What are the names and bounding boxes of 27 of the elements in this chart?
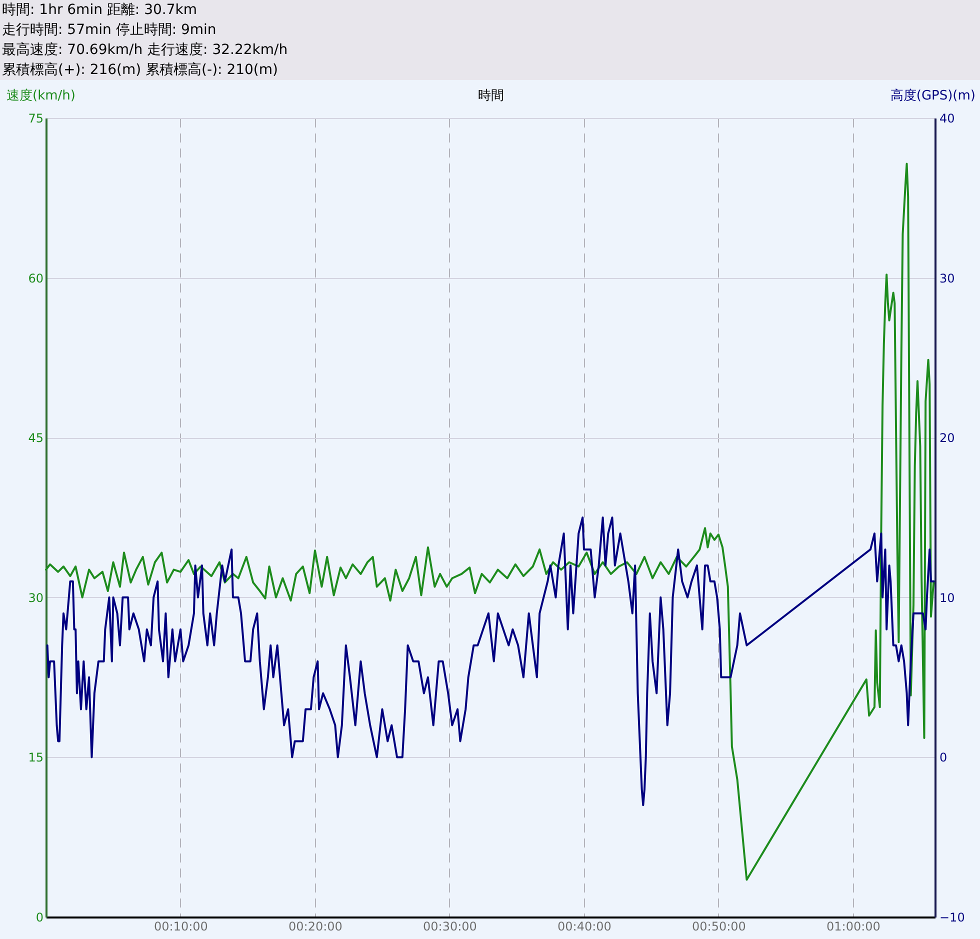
x-tick-label: 00:10:00 (154, 920, 208, 934)
y-tick-label: 45 (28, 431, 44, 446)
y2-tick-label: 10 (940, 590, 955, 605)
x-tick-label: 00:40:00 (558, 920, 612, 934)
x-tick-label: 00:30:00 (423, 920, 477, 934)
x-tick-label: 00:50:00 (692, 920, 746, 934)
text: 走行時間: 57min 停止時間: 9min (2, 22, 216, 38)
text: 累積標高(+): 216(m) 累積標高(-): 210(m) (2, 62, 278, 78)
y-tick-label: 15 (28, 750, 44, 765)
line-series (46, 516, 935, 806)
y-tick-label: 0 (36, 910, 44, 924)
line-series (45, 162, 935, 881)
y-tick-label: 75 (28, 112, 44, 126)
x-axis-title: 時間 (478, 88, 504, 104)
x-tick-label: 00:20:00 (288, 920, 342, 934)
y2-tick-label: −10 (940, 910, 965, 924)
y2-tick-label: 30 (940, 271, 955, 286)
text: 最高速度: 70.69km/h 走行速度: 32.22km/h (2, 42, 288, 58)
y-axis-title: 速度(km/h) (6, 88, 76, 104)
y2-tick-label: 0 (940, 750, 948, 765)
text: 時間: 1hr 6min 距離: 30.7km (2, 2, 197, 18)
y2-tick-label: 40 (940, 112, 955, 126)
y-tick-label: 30 (28, 590, 44, 605)
x-tick-label: 01:00:00 (826, 920, 880, 934)
y2-axis-title: 高度(GPS)(m) (890, 88, 976, 104)
y-tick-label: 60 (28, 271, 44, 286)
y2-tick-label: 20 (940, 431, 955, 446)
